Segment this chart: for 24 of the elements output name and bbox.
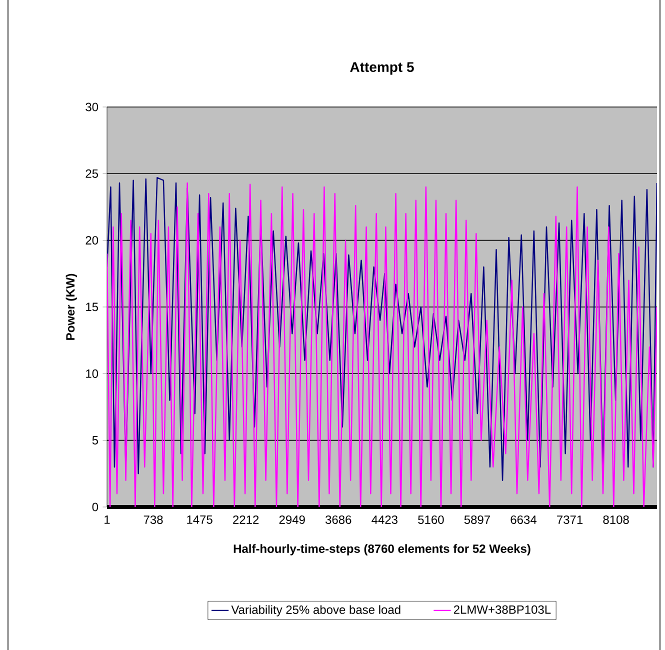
x-tick-label: 738 (144, 515, 163, 524)
y-tick-label: 0 (92, 502, 98, 512)
x-tick-label: 5160 (418, 515, 444, 524)
x-tick-label: 1 (104, 515, 110, 524)
y-tick-label: 15 (86, 302, 98, 312)
legend-label: 2LMW+38BP103L (454, 605, 551, 614)
y-axis-title: Power (KW) (66, 274, 77, 340)
x-axis-title: Half-hourly-time-steps (8760 elements for 52 Weeks) (234, 544, 530, 556)
x-tick-label: 4423 (372, 515, 398, 524)
y-tick-label: 5 (92, 436, 98, 444)
chart-title: Attempt 5 (350, 62, 414, 75)
legend-label: Variability 25% above base load (231, 605, 400, 616)
x-tick-label: 6634 (510, 515, 536, 524)
x-tick-label: 1475 (187, 515, 212, 524)
x-tick-label: 8108 (603, 515, 629, 524)
x-tick-label: 5897 (464, 515, 490, 524)
x-tick-label: 2212 (233, 515, 259, 524)
y-tick-label: 20 (86, 236, 98, 245)
x-tick-label: 3686 (326, 515, 352, 524)
y-tick-label: 25 (86, 169, 98, 178)
x-tick-label: 2949 (279, 515, 305, 524)
y-tick-label: 10 (86, 369, 98, 378)
y-tick-label: 30 (86, 102, 98, 112)
x-tick-label: 7371 (557, 515, 583, 524)
